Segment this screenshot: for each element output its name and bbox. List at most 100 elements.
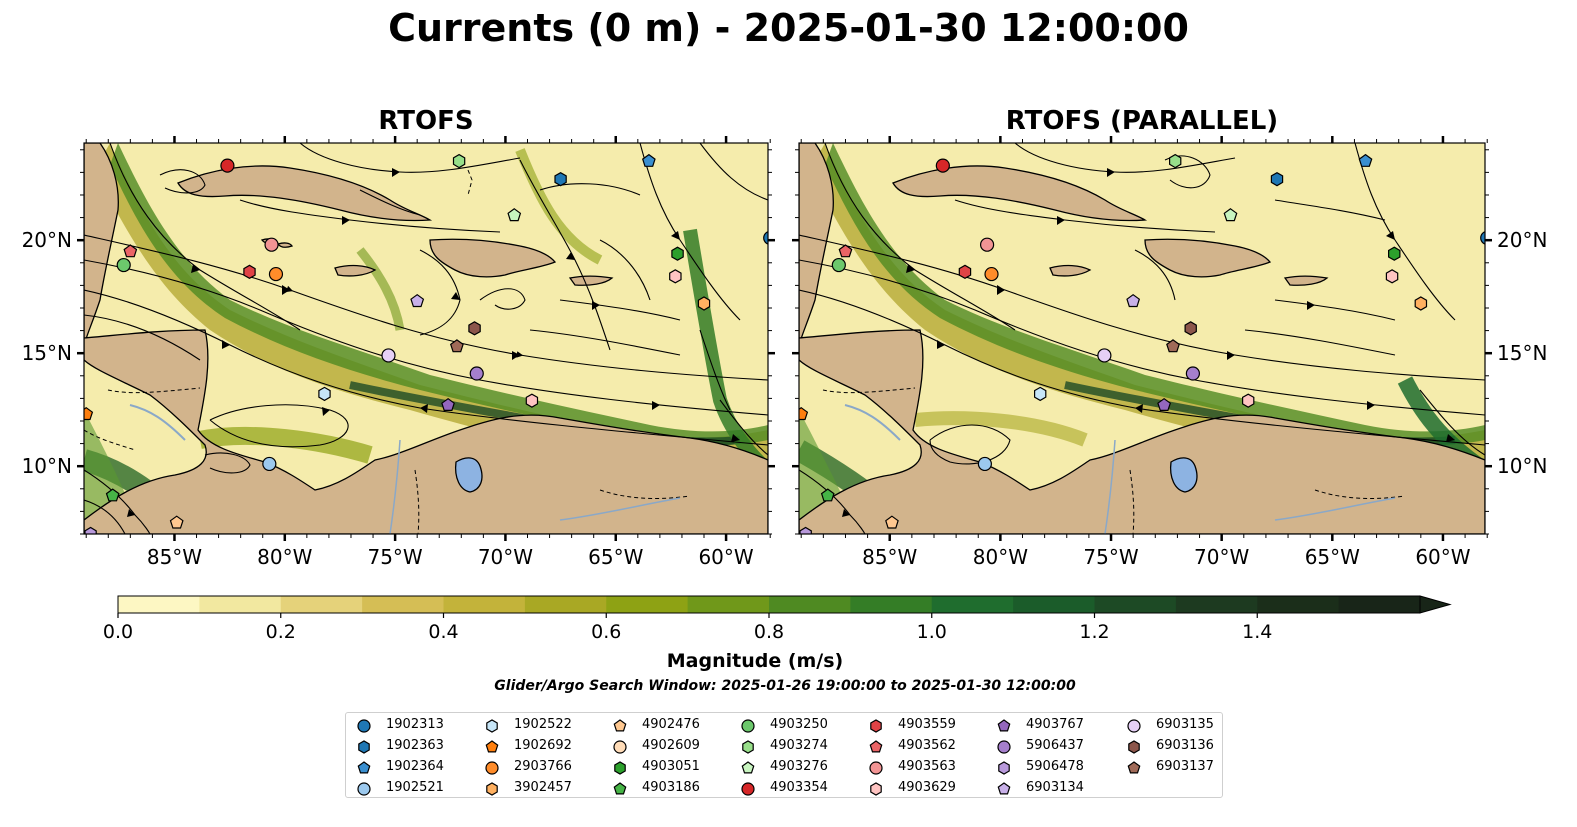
- colorbar-bin: [1257, 596, 1340, 613]
- lon-tick-label: 85°W: [147, 545, 202, 569]
- ocean-speed-field: [84, 143, 768, 534]
- legend-marker-6903135: [1127, 719, 1141, 733]
- legend-label: 6903135: [1156, 717, 1214, 732]
- legend-marker-hexagon-icon: [870, 719, 882, 733]
- float-marker-6903135: [381, 348, 396, 363]
- legend-marker-hexagon-icon: [486, 719, 498, 733]
- legend-marker-4903274: [742, 740, 754, 754]
- legend-marker-circle-icon: [741, 782, 755, 796]
- legend-label: 4903354: [770, 780, 828, 795]
- legend-marker-circle-icon: [357, 719, 371, 733]
- colorbar-tick-label: 0.2: [266, 621, 296, 643]
- float-marker-4903767: [1157, 397, 1172, 411]
- legend-marker-pentagon-icon: [613, 782, 627, 795]
- lat-tick-label: 10°N: [1497, 454, 1547, 478]
- float-marker-4903186: [105, 488, 120, 502]
- float-marker-4903354: [935, 158, 950, 173]
- colorbar-tick-label: 0.4: [428, 621, 458, 643]
- colorbar-tick-label: 1.4: [1242, 621, 1272, 643]
- float-marker-1902521: [262, 456, 277, 472]
- legend-marker-1902313: [357, 719, 371, 733]
- colorbar-bin: [769, 596, 851, 613]
- legend-marker-hexagon-icon: [998, 761, 1010, 775]
- float-marker-4903274: [1168, 153, 1182, 169]
- legend-marker-circle-icon: [485, 761, 499, 775]
- colorbar-bin: [1338, 596, 1421, 613]
- legend-label: 4903274: [770, 738, 828, 753]
- legend-marker-4902609: [613, 740, 627, 754]
- legend-label: 4903629: [898, 780, 956, 795]
- legend-marker-4903767: [997, 719, 1011, 732]
- float-markers-rtofs: [84, 153, 768, 534]
- float-marker-4903250: [831, 257, 846, 273]
- float-legend: 1902313 1902363 1902364 1902521 1902522 19026…: [345, 712, 1223, 798]
- legend-marker-4903186: [613, 782, 627, 795]
- streamline-arrows: [842, 168, 1455, 517]
- float-marker-4903563: [979, 237, 995, 252]
- panel-frame-rtofs: [83, 142, 769, 535]
- colorbar-bin: [1094, 596, 1177, 613]
- panel-title-rtofs-parallel: RTOFS (PARALLEL): [1005, 106, 1279, 136]
- borders-and-rivers: [84, 169, 691, 534]
- float-marker-4903354: [220, 158, 235, 173]
- float-marker-4903051: [671, 246, 684, 261]
- legend-marker-4903354: [741, 782, 755, 796]
- float-marker-4903562: [123, 244, 138, 258]
- legend-label: 4902609: [642, 738, 700, 753]
- panel-title-rtofs: RTOFS: [378, 106, 474, 136]
- float-marker-4902476: [169, 515, 184, 529]
- lon-tick-label: 65°W: [588, 545, 643, 569]
- current-streamlines: [84, 143, 768, 534]
- legend-marker-circle-icon: [869, 761, 883, 775]
- legend-label: 1902364: [386, 759, 444, 774]
- float-marker-4902476: [885, 515, 899, 529]
- lat-tick-label: 10°N: [22, 454, 72, 478]
- legend-label: 4902476: [642, 717, 700, 732]
- float-marker-6903137: [449, 339, 464, 353]
- legend-marker-1902363: [358, 740, 370, 754]
- legend-marker-6903134: [997, 782, 1011, 795]
- legend-marker-circle-icon: [741, 719, 755, 733]
- float-marker-4903559: [243, 264, 256, 279]
- float-marker-4903276: [1223, 208, 1238, 222]
- colorbar-bin: [362, 596, 444, 613]
- lon-tick-label: 75°W: [1083, 545, 1138, 569]
- lon-tick-label: 80°W: [973, 545, 1028, 569]
- legend-marker-hexagon-icon: [358, 740, 370, 754]
- colorbar-bin: [1013, 596, 1095, 613]
- legend-marker-pentagon-icon: [613, 719, 627, 732]
- float-marker-5906437: [1185, 366, 1200, 381]
- float-marker-4903051: [1387, 246, 1401, 261]
- legend-marker-4903563: [869, 761, 883, 775]
- map-panel-rtofs: [84, 143, 768, 534]
- legend-marker-1902521: [357, 782, 371, 796]
- lat-tick-label: 20°N: [22, 228, 72, 252]
- legend-marker-hexagon-icon: [870, 782, 882, 796]
- legend-label: 6903137: [1156, 759, 1214, 774]
- legend-marker-hexagon-icon: [614, 761, 626, 775]
- colorbar-bin: [443, 596, 526, 613]
- legend-marker-hexagon-icon: [742, 740, 754, 754]
- float-marker-1902363: [1270, 172, 1284, 187]
- colorbar-bin: [850, 596, 933, 613]
- float-marker-1902522: [318, 386, 331, 402]
- float-marker-1902692: [84, 406, 94, 421]
- float-marker-1902364: [641, 153, 656, 167]
- lon-tick-label: 70°W: [1194, 545, 1249, 569]
- colorbar-bin: [931, 596, 1014, 613]
- legend-marker-circle-icon: [357, 782, 371, 796]
- legend-label: 6903134: [1026, 780, 1084, 795]
- colorbar-tick-label: 1.2: [1079, 621, 1109, 643]
- colorbar-bin: [606, 596, 689, 613]
- float-marker-5906478: [84, 526, 97, 534]
- float-marker-4903562: [838, 244, 853, 258]
- colorbar-bin: [687, 596, 770, 613]
- legend-marker-4903562: [869, 740, 883, 753]
- float-marker-6903136: [468, 321, 481, 336]
- legend-marker-5906437: [997, 740, 1011, 754]
- legend-label: 3902457: [514, 780, 572, 795]
- legend-marker-1902692: [485, 740, 499, 753]
- float-marker-1902692: [799, 406, 809, 421]
- legend-marker-2903766: [485, 761, 499, 775]
- lon-tick-label: 65°W: [1305, 545, 1360, 569]
